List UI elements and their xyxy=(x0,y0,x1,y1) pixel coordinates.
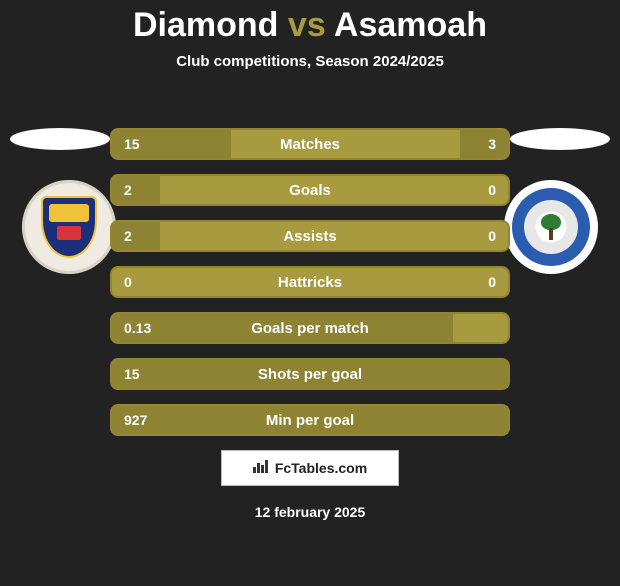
club-crest-right xyxy=(504,180,598,274)
stat-label: Goals per match xyxy=(112,314,508,342)
stat-row: 927Min per goal xyxy=(110,404,510,436)
snapshot-date: 12 february 2025 xyxy=(0,504,620,520)
stat-label: Goals xyxy=(112,176,508,204)
brand-text: FcTables.com xyxy=(275,460,367,476)
stat-row: 20Assists xyxy=(110,220,510,252)
crest-right-tree-icon xyxy=(539,214,563,240)
season-subtitle: Club competitions, Season 2024/2025 xyxy=(0,53,620,70)
stat-row: 15Shots per goal xyxy=(110,358,510,390)
shadow-ellipse-left xyxy=(10,128,110,150)
player2-name: Asamoah xyxy=(334,6,487,44)
stat-label: Shots per goal xyxy=(112,360,508,388)
crest-left-badge xyxy=(22,180,116,274)
vs-separator: vs xyxy=(288,6,326,44)
club-crest-left xyxy=(22,180,116,274)
crest-right-inner xyxy=(524,200,578,254)
stat-label: Assists xyxy=(112,222,508,250)
brand-footer[interactable]: FcTables.com xyxy=(221,450,399,486)
comparison-bars: 153Matches 20Goals 20Assists 00Hattricks 0.1… xyxy=(110,128,510,450)
stat-row: 153Matches xyxy=(110,128,510,160)
player1-name: Diamond xyxy=(133,6,278,44)
shadow-ellipse-right xyxy=(510,128,610,150)
stat-row: 20Goals xyxy=(110,174,510,206)
bar-chart-icon xyxy=(253,459,269,478)
stat-label: Hattricks xyxy=(112,268,508,296)
comparison-title: Diamond vs Asamoah xyxy=(0,6,620,45)
stat-row: 0.13Goals per match xyxy=(110,312,510,344)
crest-right-badge xyxy=(504,180,598,274)
stat-label: Min per goal xyxy=(112,406,508,434)
crest-left-shield-icon xyxy=(41,196,97,258)
stat-row: 00Hattricks xyxy=(110,266,510,298)
stat-label: Matches xyxy=(112,130,508,158)
